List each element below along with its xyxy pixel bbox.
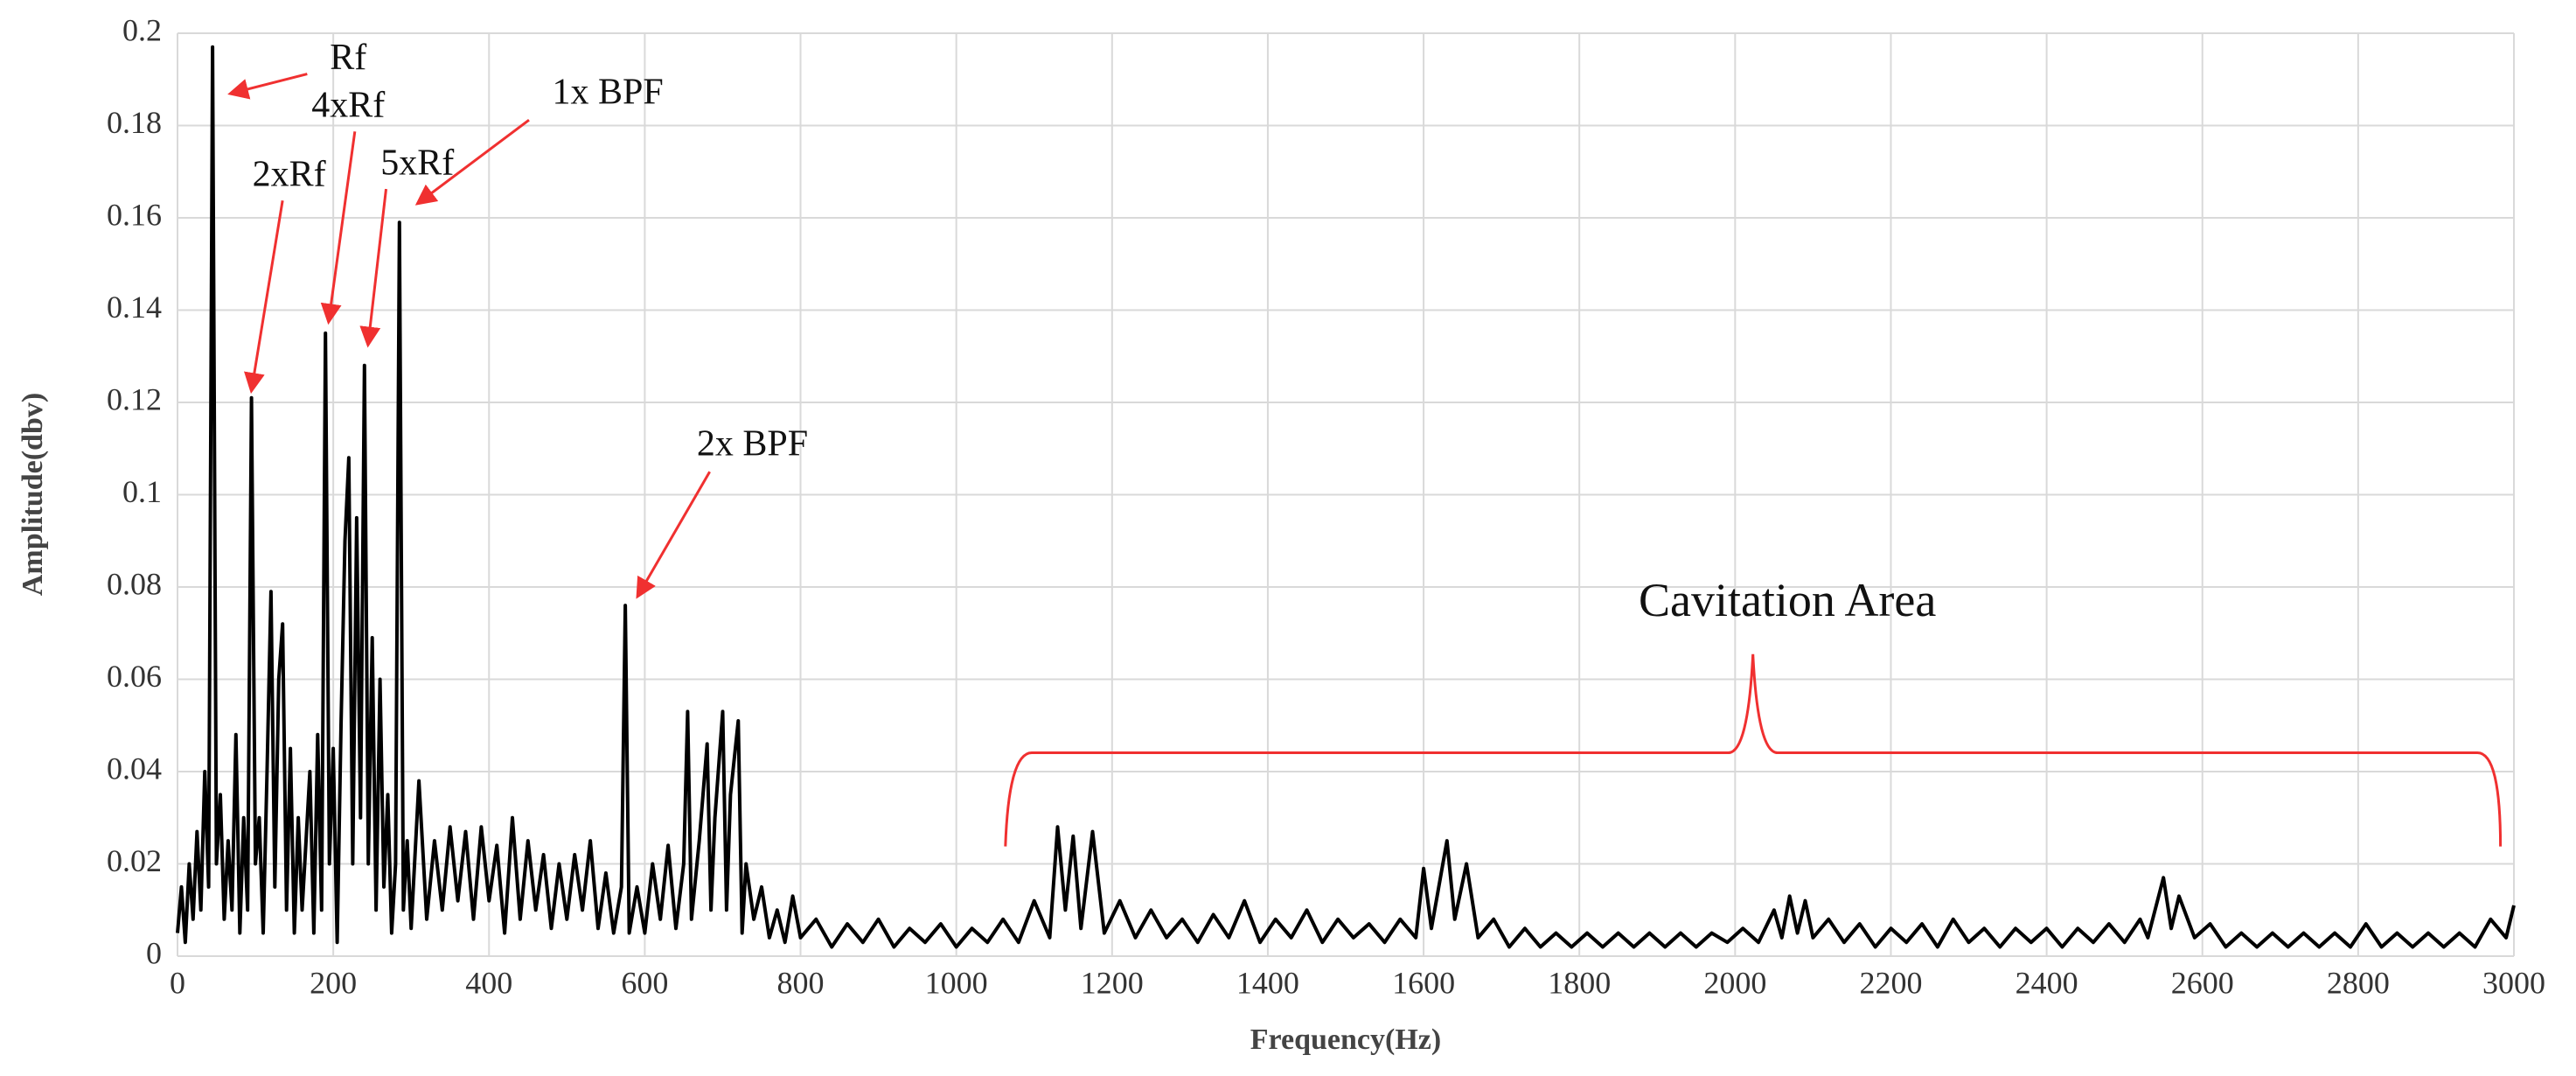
x-tick-label: 1200 [1081,965,1144,1000]
y-tick-label: 0.04 [107,751,162,786]
spectrum-line [176,45,2516,949]
y-tick-label: 0.12 [107,381,162,416]
annotation-arrow [359,188,388,348]
x-tick-label: 2000 [1703,965,1766,1000]
annotation: 2x BPF [697,424,808,465]
x-tick-label: 800 [777,965,825,1000]
x-tick-label: 0 [170,965,185,1000]
annotation: 2xRf [253,155,326,195]
annotation-arrow [227,73,308,100]
annotation: Rf [330,38,366,78]
x-tick-label: 200 [310,965,357,1000]
annotation-arrow [320,131,357,325]
annotation: Cavitation Area [1639,574,1936,626]
cavitation-brace [1004,653,2503,847]
x-tick-label: 1000 [925,965,988,1000]
x-tick-label: 600 [621,965,668,1000]
annotation: 5xRf [380,143,454,183]
x-tick-label: 2800 [2327,965,2390,1000]
x-tick-label: 3000 [2482,965,2545,1000]
x-tick-label: 2200 [1859,965,1922,1000]
annotation-arrow [244,199,284,395]
y-tick-label: 0.06 [107,659,162,694]
y-tick-label: 0.18 [107,105,162,140]
y-tick-label: 0.02 [107,843,162,878]
x-axis-title: Frequency(Hz) [1250,1024,1441,1056]
y-tick-label: 0.16 [107,197,162,232]
x-tick-label: 1400 [1236,965,1299,1000]
y-tick-label: 0.2 [122,12,162,47]
x-tick-label: 400 [465,965,512,1000]
y-tick-label: 0 [146,935,162,970]
annotation: 4xRf [311,86,385,126]
x-tick-label: 1800 [1548,965,1611,1000]
y-tick-label: 0.14 [107,290,162,325]
y-tick-label: 0.1 [122,474,162,509]
y-tick-label: 0.08 [107,566,162,601]
annotation-arrow [414,118,530,206]
y-axis-title: Amplitude(dbv) [17,393,49,596]
x-tick-label: 1600 [1392,965,1455,1000]
annotation-arrow [636,471,711,599]
annotation: 1x BPF [553,73,664,113]
x-tick-label: 2400 [2016,965,2078,1000]
x-tick-label: 2600 [2171,965,2234,1000]
